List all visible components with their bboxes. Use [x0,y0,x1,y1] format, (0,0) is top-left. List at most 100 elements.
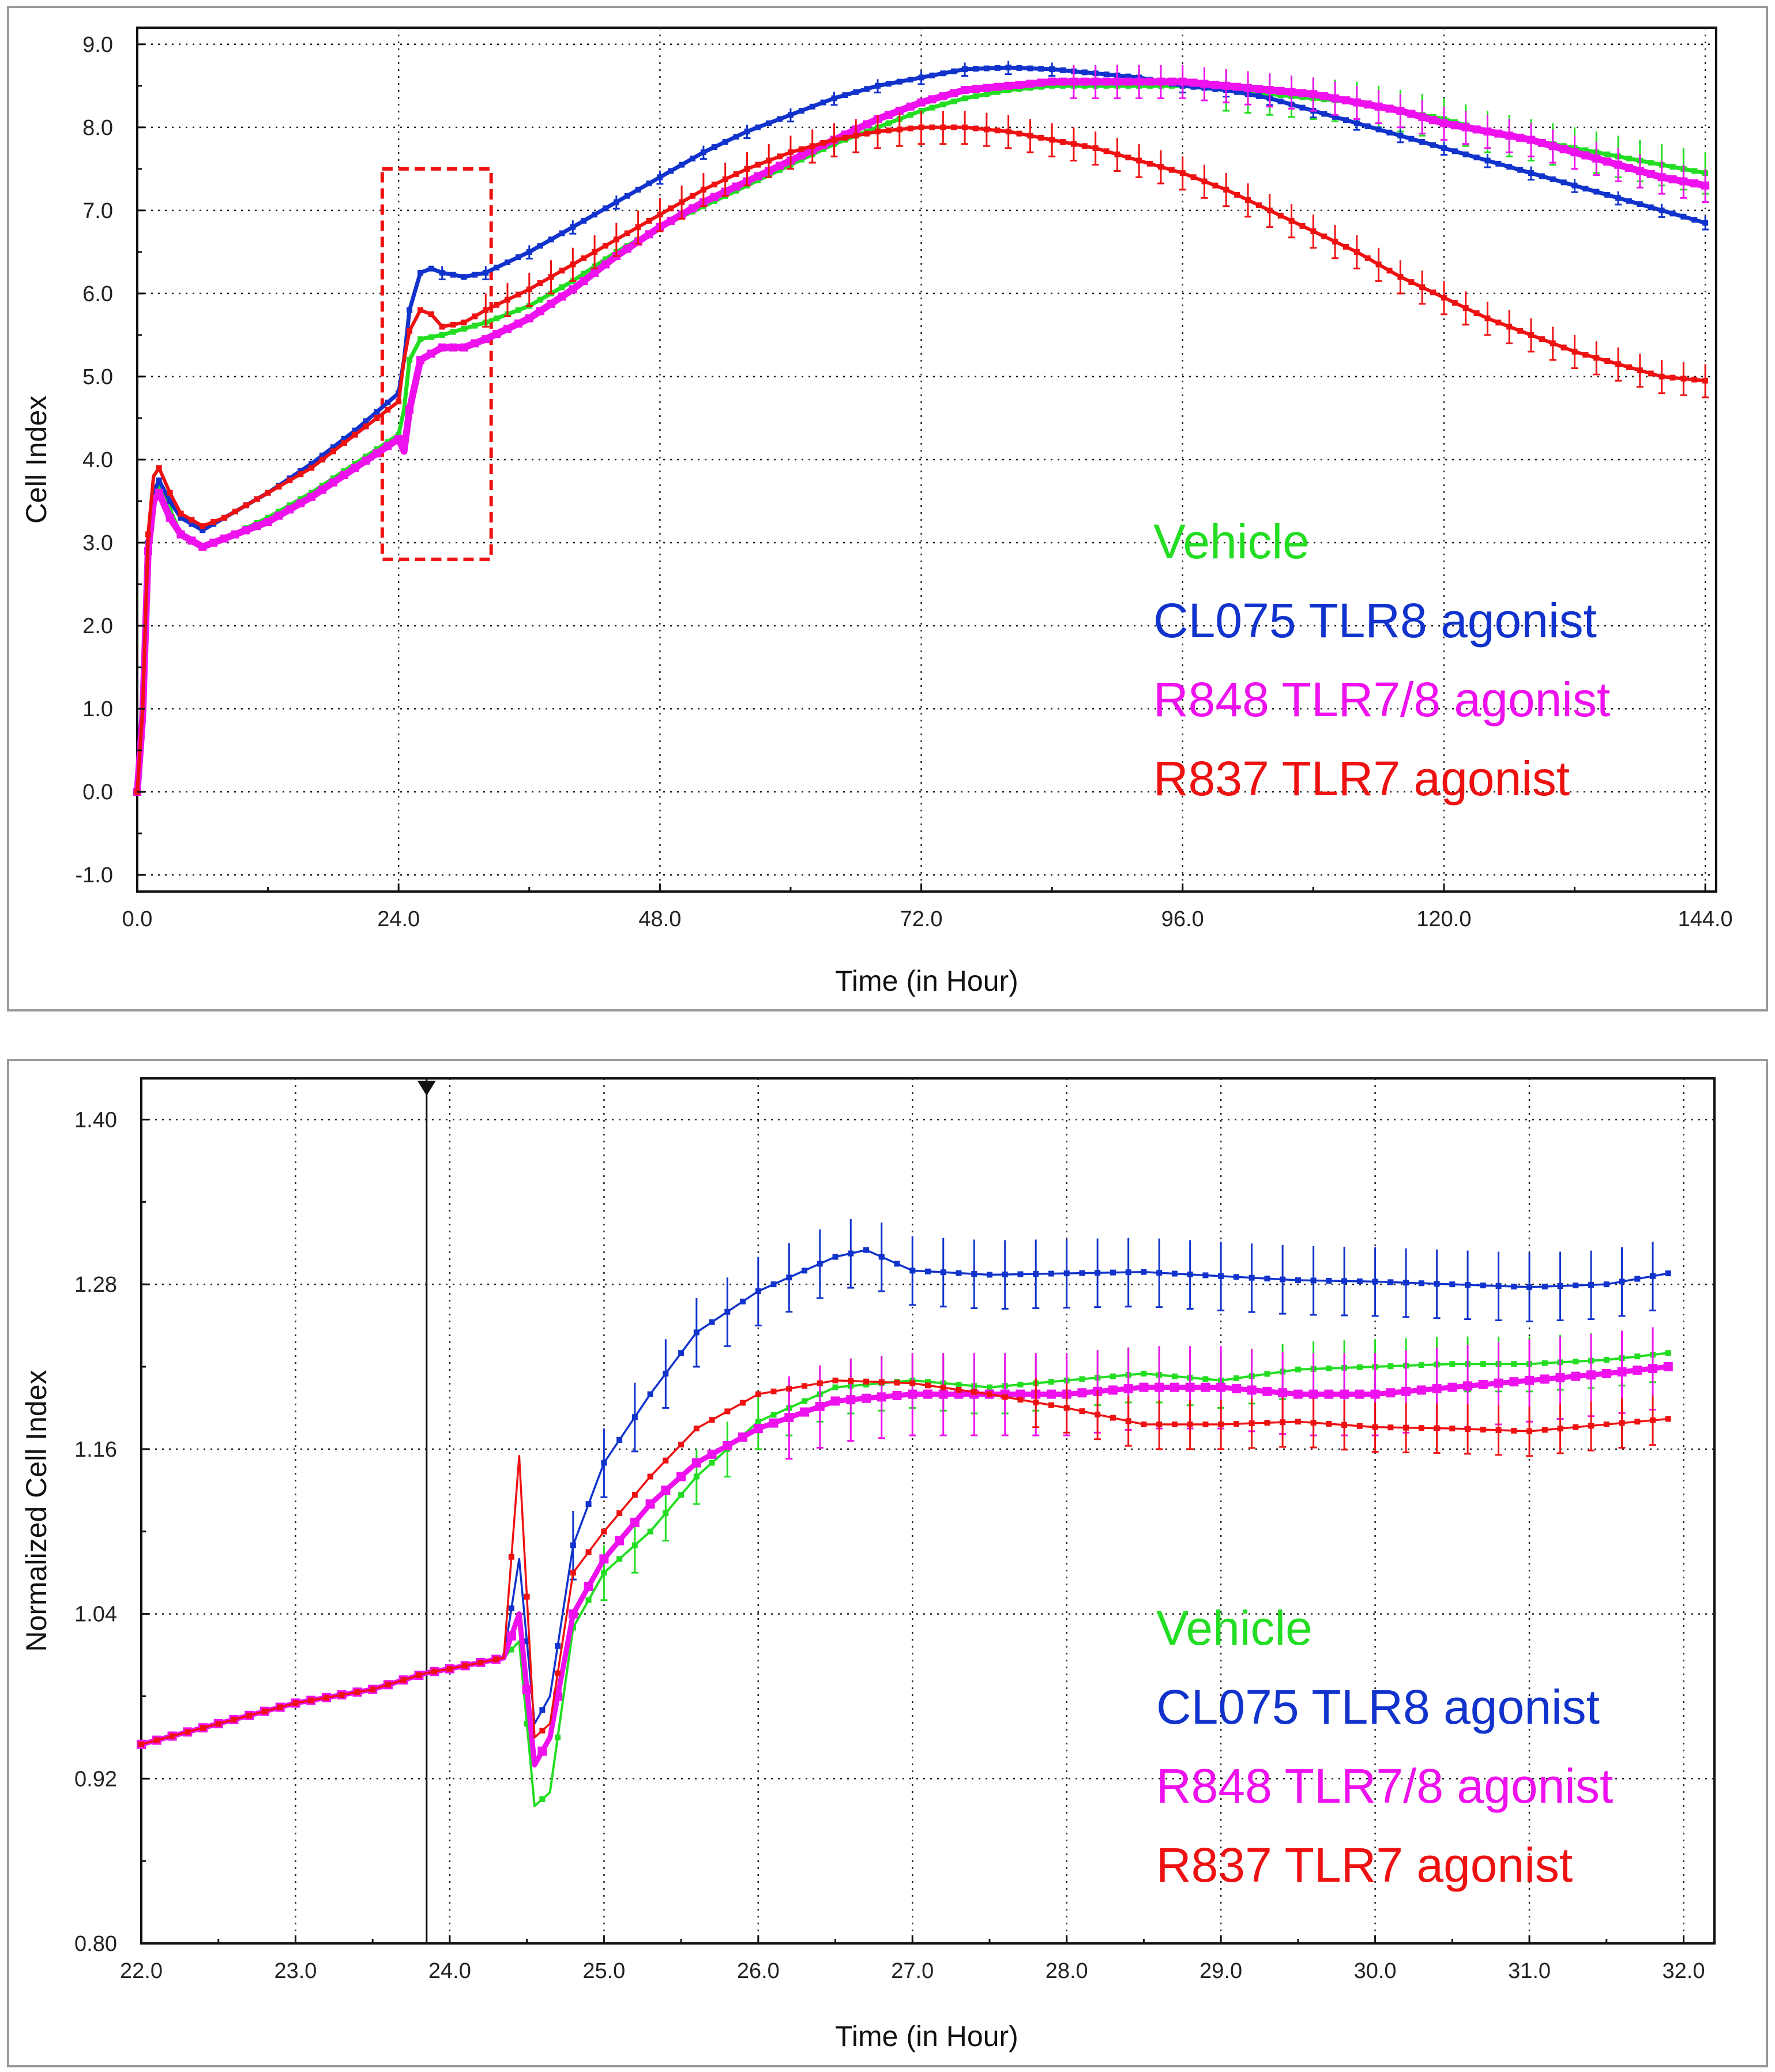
data-point [971,1389,977,1395]
data-point [292,1700,299,1706]
data-point [616,1510,623,1516]
data-point [1416,1385,1426,1395]
data-point [416,356,424,364]
data-point [309,461,315,467]
data-point [231,1716,237,1723]
data-point [522,1684,532,1694]
data-point [939,92,947,100]
data-point [537,280,543,286]
data-point [956,1387,962,1393]
data-point [842,92,848,99]
ticks-top: 0.0 24.0 48.0 72.0 96.0 120.0 144.0 -1.0 0.0 1.0 2… [76,33,1733,931]
data-point [1386,129,1393,136]
data-point [537,296,543,303]
data-point [1604,151,1611,157]
data-point [1418,1280,1424,1287]
data-point [1603,157,1612,166]
data-point [1081,143,1088,149]
data-point [189,521,195,527]
data-point [1171,1373,1178,1379]
data-point [396,398,402,405]
data-point [863,1378,870,1385]
data-point [710,193,719,201]
data-point [817,1380,823,1386]
x-tick-label: 27.0 [891,1959,934,1983]
data-point [755,161,761,168]
data-point [242,526,250,535]
data-point [492,330,501,339]
legend-top-r837: R837 TLR7 agonist [1153,751,1570,806]
data-point [1081,69,1088,76]
data-point [1559,145,1568,153]
data-point [832,1384,838,1390]
data-point [1418,1362,1424,1368]
data-point [1603,1281,1609,1288]
data-point [853,89,859,95]
data-point [679,161,685,168]
data-point [1060,82,1066,89]
data-point [862,1393,871,1403]
data-point [1079,1270,1085,1276]
data-point [1408,279,1415,285]
data-point [848,1378,854,1384]
data-point [555,1643,561,1649]
data-point [1495,160,1502,167]
data-point [515,307,521,313]
legend-bottom-vehicle: Vehicle [1156,1601,1313,1655]
data-point [156,477,162,484]
data-point [1017,1397,1024,1403]
legend-top-vehicle: Vehicle [1153,514,1310,569]
data-point [1472,125,1481,134]
data-point [1103,82,1110,89]
data-point [994,127,1001,134]
data-point [940,70,946,77]
data-point [707,1449,717,1459]
data-point [676,1472,686,1481]
data-point [555,1734,561,1740]
data-point [907,125,913,131]
data-point [265,514,271,521]
data-point [580,277,588,285]
data-point [832,1254,838,1260]
data-point [220,534,229,543]
data-point [602,205,608,212]
data-point [1299,94,1306,100]
data-point [450,321,456,328]
x-tick-label: 24.0 [377,907,420,931]
x-tick-label: 31.0 [1508,1959,1551,1983]
data-point [1494,129,1503,138]
data-point [1026,80,1035,88]
data-point [1080,77,1089,86]
data-point [363,453,369,460]
data-point [285,505,294,514]
data-point [864,86,870,92]
data-point [878,1379,885,1385]
data-point [802,1383,808,1389]
data-point [1634,1353,1641,1360]
data-point [558,292,566,301]
data-point [770,1281,777,1288]
data-point [776,161,784,170]
data-point [585,1597,592,1603]
data-point [584,1581,593,1591]
data-point [547,299,555,308]
data-point [1168,167,1175,173]
data-point [1462,151,1469,157]
data-point [1048,1379,1054,1385]
grid-top [137,28,1716,892]
data-point [1189,78,1198,87]
data-point [1049,82,1055,89]
data-point [1110,1269,1116,1276]
data-point [755,124,761,130]
data-point [155,488,163,497]
data-point [461,326,467,332]
data-point [374,415,380,421]
data-point [277,1704,283,1710]
data-point [417,336,423,343]
addition-marker [417,1078,436,1943]
data-point [400,1677,407,1683]
data-point [770,1388,777,1394]
y-tick-label: 1.28 [74,1273,117,1297]
data-point [1108,1385,1118,1395]
data-point [1593,189,1600,195]
